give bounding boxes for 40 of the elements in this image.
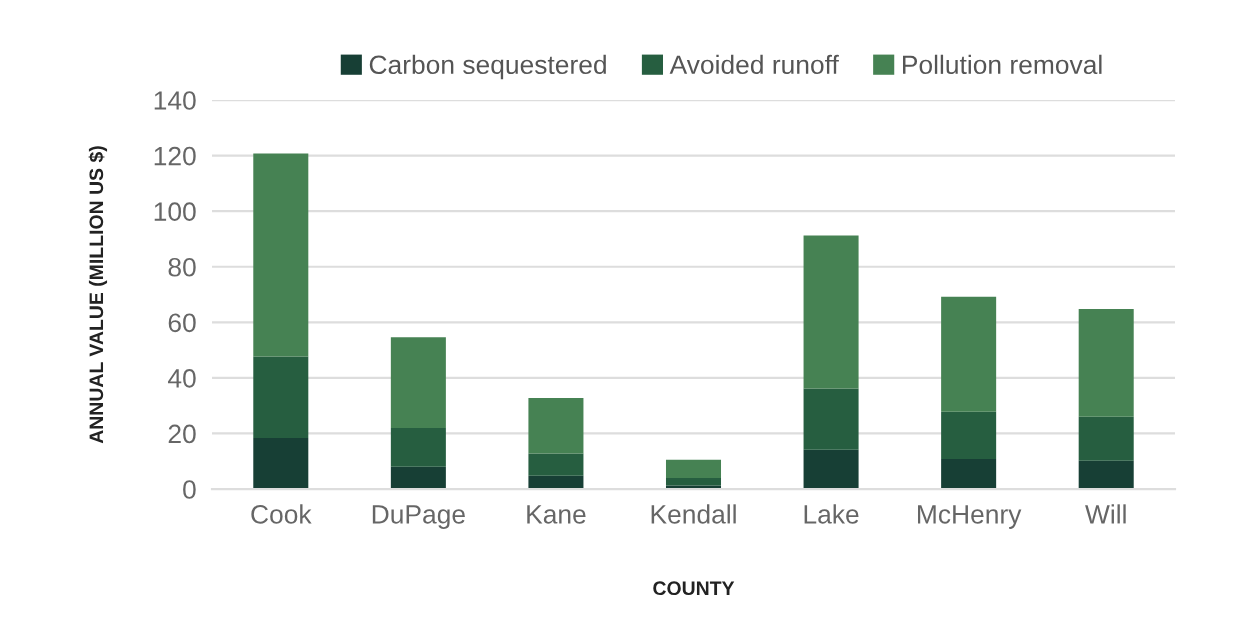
x-tick-label: Kendall xyxy=(651,504,736,524)
y-tick-label: 140 xyxy=(154,91,196,110)
bar xyxy=(1078,416,1134,461)
bar xyxy=(941,459,997,490)
bar xyxy=(941,411,997,460)
bar xyxy=(528,475,584,490)
bar xyxy=(390,337,446,428)
bar xyxy=(390,427,446,467)
bar xyxy=(1078,460,1134,490)
bar xyxy=(253,356,309,438)
bar xyxy=(665,459,722,478)
y-tick-label: 20 xyxy=(168,424,196,444)
y-tick-label: 40 xyxy=(167,369,196,388)
bar xyxy=(253,153,309,357)
bar xyxy=(803,235,859,389)
bar xyxy=(803,449,859,490)
y-tick-label: 100 xyxy=(154,202,196,221)
bar xyxy=(528,453,584,476)
x-tick-label: Kane xyxy=(527,505,586,524)
x-tick-label: Will xyxy=(1085,504,1126,524)
y-tick-label: 60 xyxy=(168,313,196,333)
x-tick-label: McHenry xyxy=(918,505,1022,529)
bar xyxy=(803,388,859,450)
y-tick-label: 80 xyxy=(168,257,196,277)
y-axis-title: ANNUAL VALUE (MILLION US $) xyxy=(88,146,108,444)
x-axis-title: COUNTY xyxy=(653,581,735,596)
legend-label: Pollution removal xyxy=(903,54,1102,75)
bar xyxy=(1078,308,1134,417)
bar xyxy=(253,437,309,490)
bar xyxy=(390,466,446,490)
x-tick-label: Lake xyxy=(804,504,859,524)
bar xyxy=(528,397,584,454)
y-tick-label: 0 xyxy=(183,480,196,499)
bar xyxy=(941,296,997,412)
bar xyxy=(665,477,722,486)
legend-label: Avoided runoff xyxy=(669,54,839,75)
y-tick-label: 120 xyxy=(154,146,196,166)
x-tick-label: Cook xyxy=(251,504,312,524)
legend-label: Carbon sequestered xyxy=(369,54,606,80)
x-tick-label: DuPage xyxy=(372,505,465,529)
